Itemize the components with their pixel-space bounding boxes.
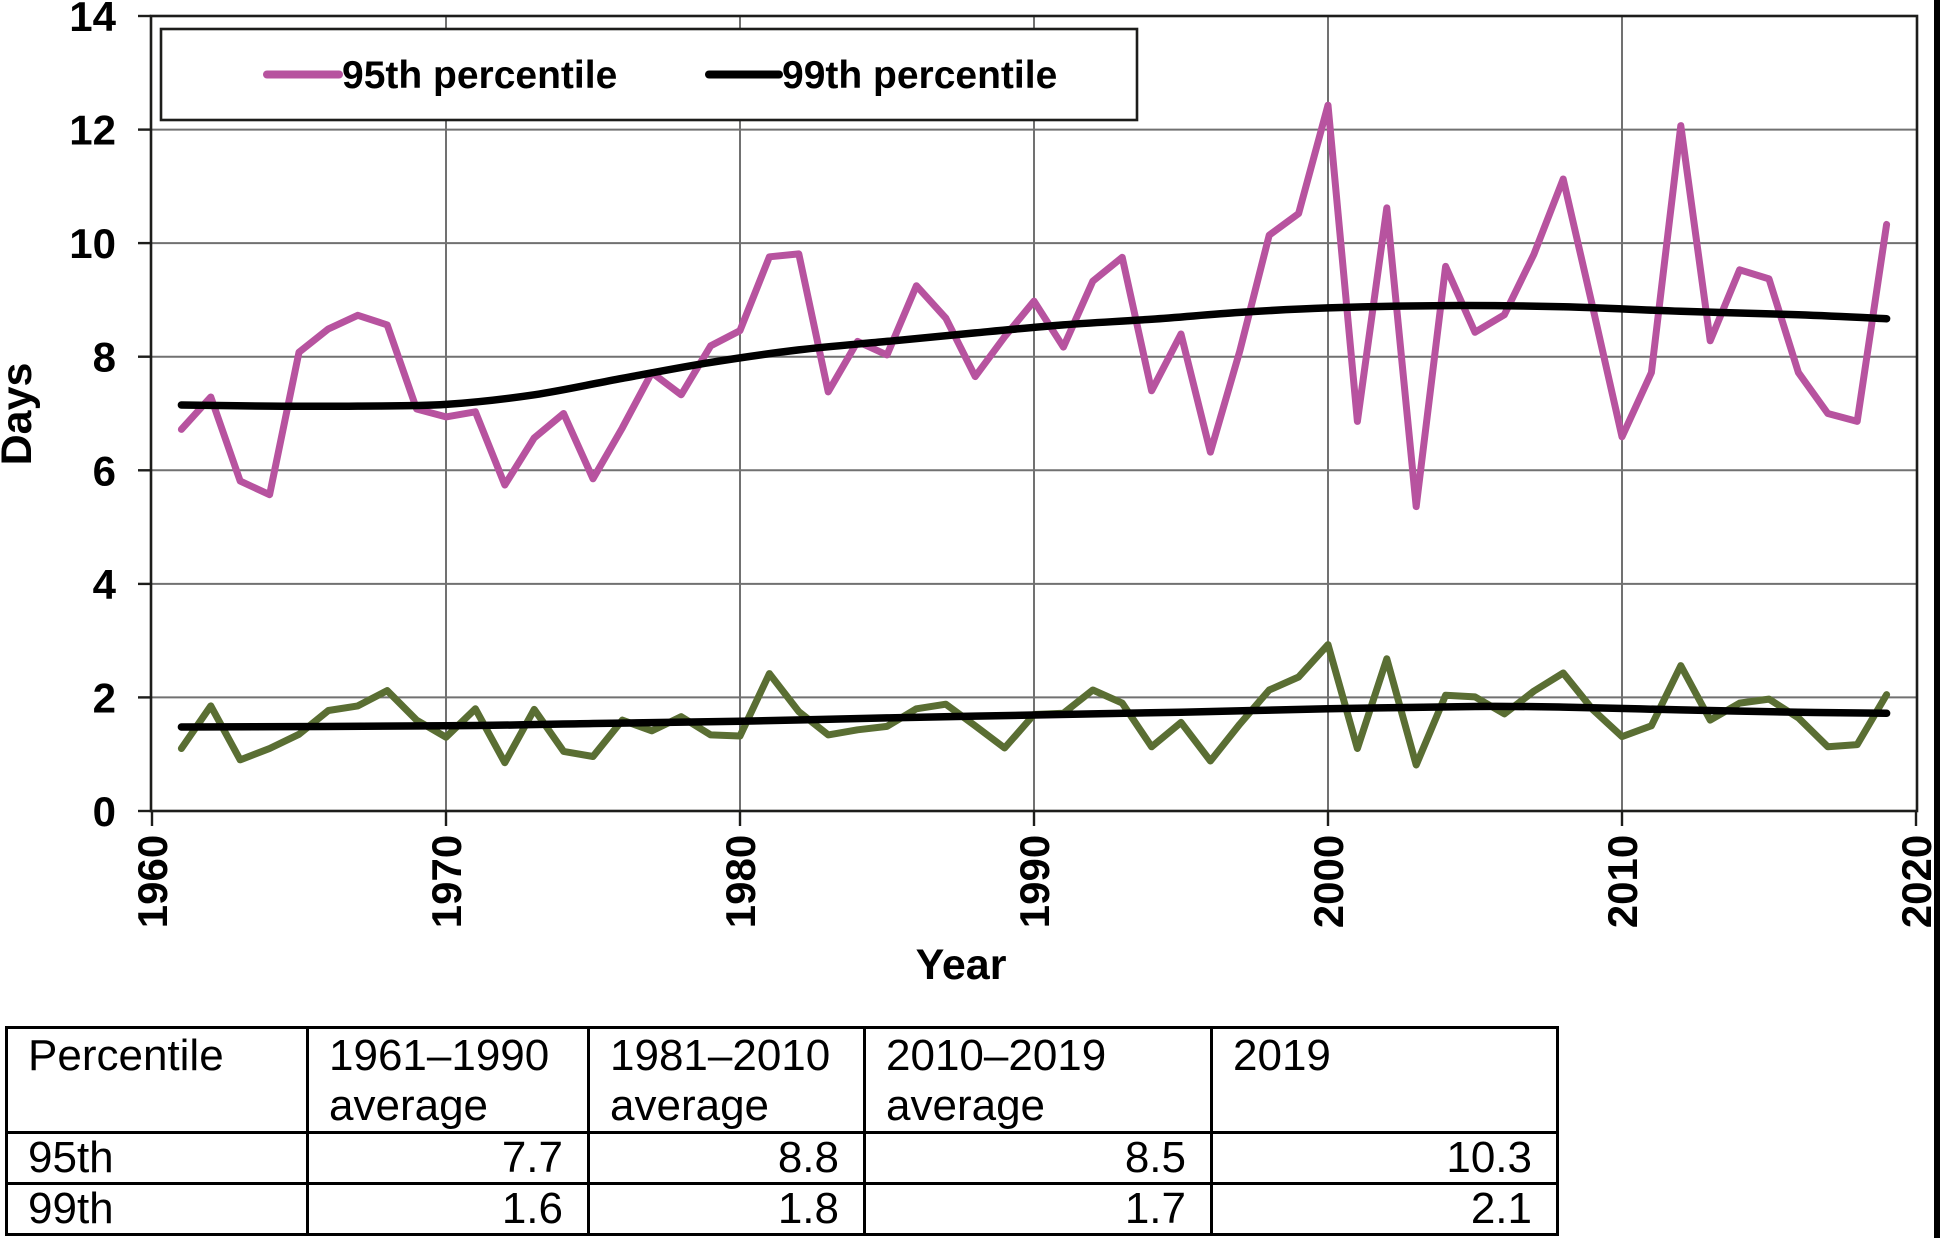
- svg-text:1990: 1990: [1011, 835, 1058, 928]
- svg-text:1960: 1960: [129, 835, 176, 928]
- svg-text:8: 8: [93, 334, 116, 381]
- svg-text:2000: 2000: [1305, 835, 1352, 928]
- svg-text:2: 2: [93, 674, 116, 721]
- svg-text:1970: 1970: [423, 835, 470, 928]
- svg-text:2020: 2020: [1893, 835, 1940, 928]
- svg-text:14: 14: [69, 0, 116, 40]
- svg-text:12: 12: [69, 107, 116, 154]
- svg-text:4: 4: [93, 561, 117, 608]
- svg-text:99th percentile: 99th percentile: [782, 54, 1057, 97]
- svg-text:2010: 2010: [1599, 835, 1646, 928]
- svg-text:Year: Year: [916, 941, 1007, 989]
- svg-text:Days: Days: [0, 363, 41, 466]
- svg-text:10: 10: [69, 220, 116, 267]
- svg-text:95th percentile: 95th percentile: [342, 54, 617, 97]
- svg-text:1980: 1980: [717, 835, 764, 928]
- svg-text:0: 0: [93, 788, 116, 835]
- svg-text:6: 6: [93, 447, 116, 494]
